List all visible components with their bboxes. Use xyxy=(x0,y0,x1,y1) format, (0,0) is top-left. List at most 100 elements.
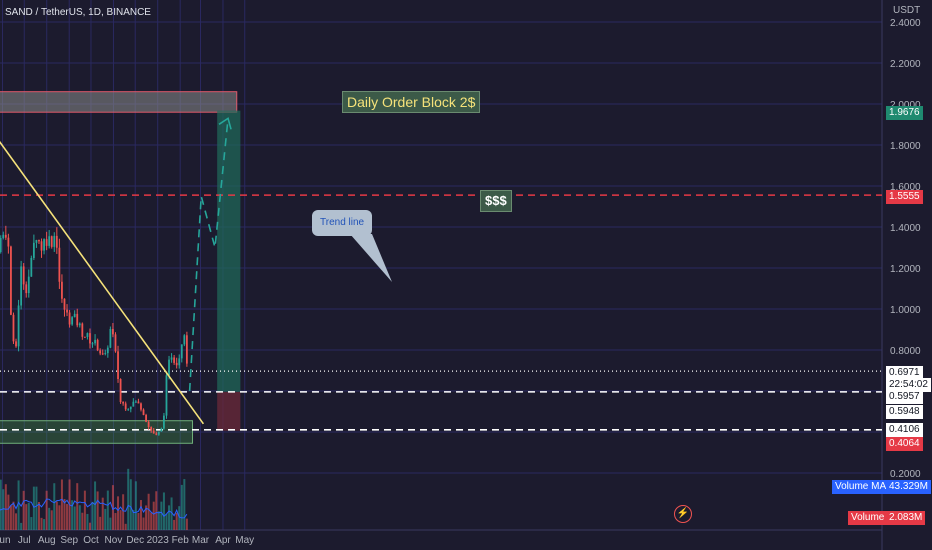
volume-bar xyxy=(45,490,48,530)
dollar-label: $$$ xyxy=(480,190,512,212)
candle-body xyxy=(48,236,51,246)
candle-body xyxy=(129,406,132,410)
volume-bar xyxy=(170,497,173,530)
volume-bar xyxy=(165,513,168,530)
volume-bar xyxy=(145,505,148,530)
candle-body xyxy=(89,333,91,344)
candle-body xyxy=(30,258,33,277)
x-tick-label: May xyxy=(235,535,254,546)
position-stop-zone xyxy=(217,391,241,431)
volume-bar xyxy=(27,502,30,530)
candle-body xyxy=(40,241,43,251)
candle-body xyxy=(15,341,17,347)
volume-bar xyxy=(175,512,178,530)
trend-line xyxy=(0,140,205,425)
candle-body xyxy=(175,362,178,366)
volume-bar xyxy=(160,501,163,530)
volume-bar xyxy=(9,505,12,530)
volume-bar xyxy=(76,483,79,530)
candle-body xyxy=(32,242,35,259)
volume-bar xyxy=(168,505,171,530)
candle-body xyxy=(150,427,153,431)
symbol-title: SAND / TetherUS, 1D, BINANCE xyxy=(5,7,151,18)
candles xyxy=(0,225,188,436)
volume-bar xyxy=(117,496,120,530)
volume-bar xyxy=(101,497,104,530)
countdown-tag: 22:54:02 xyxy=(886,378,931,392)
volume-bar xyxy=(25,504,28,530)
volume-bar xyxy=(63,499,66,530)
candle-body xyxy=(17,305,20,347)
volume-bar xyxy=(129,479,132,530)
callout-pointer xyxy=(350,234,392,282)
x-tick-label: 2023 xyxy=(147,535,170,546)
candle-body xyxy=(22,266,25,285)
candle-body xyxy=(38,240,40,242)
volume-bar xyxy=(22,490,25,530)
candle-body xyxy=(43,239,45,251)
volume-bar xyxy=(12,501,15,530)
volume-bar xyxy=(94,481,97,530)
y-tick-label: 1.8000 xyxy=(890,141,921,152)
candle-body xyxy=(12,314,15,342)
volume-bar xyxy=(155,491,158,530)
candle-body xyxy=(117,351,119,380)
candle-body xyxy=(147,421,150,428)
candle-body xyxy=(124,403,127,410)
axis-currency: USDT xyxy=(893,5,921,16)
x-tick-label: Jun xyxy=(0,535,11,546)
candle-body xyxy=(180,344,183,359)
candle-body xyxy=(76,313,79,326)
candle-body xyxy=(50,236,53,247)
candle-body xyxy=(104,353,107,355)
candle-body xyxy=(81,323,84,337)
volume-bar xyxy=(152,501,155,530)
volume-bar xyxy=(71,500,74,530)
candle-body xyxy=(165,375,168,416)
volume-bar xyxy=(40,517,43,530)
candle-body xyxy=(170,357,173,360)
volume-bar xyxy=(15,513,18,530)
candle-body xyxy=(86,333,89,338)
candle-body xyxy=(10,246,12,315)
volume-bar xyxy=(20,522,23,530)
grid xyxy=(0,0,882,530)
volume-ma-label: Volume MA xyxy=(832,480,890,494)
candle-body xyxy=(145,414,147,422)
candle-body xyxy=(132,401,135,407)
volume-bar xyxy=(119,510,122,530)
position-target-zone xyxy=(217,110,241,392)
volume-bar xyxy=(83,490,86,530)
volume-bar xyxy=(99,516,102,530)
volume-bar xyxy=(150,512,153,530)
volume-bars xyxy=(0,468,188,530)
volume-bar xyxy=(147,493,150,530)
x-tick-label: Sep xyxy=(60,535,78,546)
candle-body xyxy=(25,284,28,294)
volume-bar xyxy=(66,504,69,530)
volume-ma-line xyxy=(0,498,188,519)
order-block-label: Daily Order Block 2$ xyxy=(342,91,481,113)
candle-body xyxy=(157,431,160,435)
volume-bar xyxy=(32,486,35,530)
volume-bar xyxy=(55,501,58,530)
volume-bar xyxy=(122,494,125,530)
volume-bar xyxy=(73,506,76,530)
candle-body xyxy=(68,312,71,325)
x-tick-label: Aug xyxy=(38,535,56,546)
price-tag-red-level: 1.5555 xyxy=(886,190,923,204)
volume-bar xyxy=(173,519,176,530)
volume-bar xyxy=(127,468,130,530)
y-tick-label: 2.2000 xyxy=(890,59,921,70)
support-zone xyxy=(0,420,194,444)
price-tag-target: 1.9676 xyxy=(886,106,923,120)
volume-bar xyxy=(0,479,2,530)
price-tag-entry: 0.5957 xyxy=(886,390,923,404)
volume-bar xyxy=(78,505,81,530)
volume-ma-value: 43.329M xyxy=(886,480,931,494)
candle-body xyxy=(152,430,155,434)
volume-bar xyxy=(35,486,38,530)
lightning-icon[interactable]: ⚡ xyxy=(674,505,692,523)
